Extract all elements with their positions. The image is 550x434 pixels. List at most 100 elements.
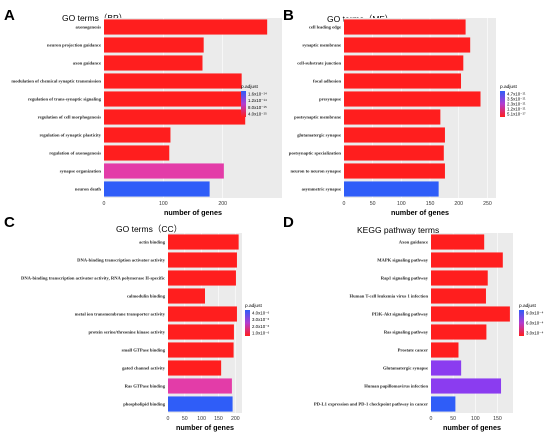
legend-colorbar [500,91,505,117]
category-label: neuron to neuron synapse [290,169,341,174]
category-label: neuron death [75,187,102,192]
bar [104,109,246,125]
bar [168,396,233,412]
legend-tick-label: 4.0x10⁻¹⁵ [248,112,267,117]
legend-title: p.adjust [245,303,262,309]
category-label: synapse organization [60,169,102,174]
legend-colorbar [241,91,246,117]
legend-tick-label: 8.0x10⁻¹⁵ [248,105,267,110]
legend-tick-label: 3.0x10⁻⁶ [252,317,270,322]
x-tick-label: 0 [430,416,433,422]
legend-tick-label: 4.7x10⁻¹¹ [507,92,526,97]
bar [431,234,485,250]
chart-panel-c: C GO terms（CC） 0 50 100 150 200 actin binding DN… [4,214,270,432]
category-label: actin binding [139,240,166,245]
x-axis-title: number of genes [164,208,222,217]
bar [344,73,462,89]
bar [168,252,237,268]
legend: p.adjust 1.6x10⁻¹⁴1.2x10⁻¹⁴ 8.0x10⁻¹⁵ 4.0x1… [241,84,267,117]
panel-title: GO terms（CC） [116,224,182,234]
category-label: regulation of axonogenesis [49,151,101,156]
x-tick-label: 0 [343,201,346,207]
x-tick-label: 100 [197,416,206,422]
x-tick-label: 50 [370,201,376,207]
bar [344,127,445,143]
category-label: presynapse [319,97,341,102]
panel-title: KEGG pathway terms [357,225,439,235]
bar [431,342,459,358]
legend-tick-label: 3.5x10⁻¹¹ [507,97,526,102]
bar [168,378,232,394]
x-tick-label: 50 [182,416,188,422]
category-label: cell leading edge [309,25,341,30]
x-tick-label: 150 [426,201,435,207]
legend-tick-label: 1.6x10⁻¹⁴ [248,92,267,97]
bar [104,91,242,107]
x-tick-label: 100 [471,416,480,422]
bar [344,109,441,125]
category-label: axon guidance [73,61,101,66]
legend-tick-label: 1.0x10⁻⁶ [252,331,270,336]
category-label: postsynaptic membrane [294,115,341,120]
x-tick-label: 50 [450,416,456,422]
x-tick-label: 200 [231,416,240,422]
bar [431,270,488,286]
category-label: regulation of synaptic plasticity [39,133,101,138]
bar [104,181,210,197]
category-label: Human papillomavirus infection [364,384,428,389]
legend-tick-label: 6.0x10⁻⁴ [526,321,544,326]
category-label: gated channel activity [122,366,166,371]
bar [344,163,445,179]
x-axis-title: number of genes [443,423,501,432]
x-tick-label: 0 [167,416,170,422]
bar [168,324,234,340]
category-label: DNA-binding transcription activator acti… [77,258,166,263]
bar [168,342,234,358]
bar [104,37,204,53]
panel-letter: D [283,214,294,231]
panel-letter: B [283,7,294,24]
legend-colorbar [519,310,524,336]
bar [344,181,439,197]
bar [344,55,464,71]
legend-title: p.adjust [241,84,258,90]
category-label: postsynaptic specialization [289,151,342,156]
legend-tick-label: 3.0x10⁻⁴ [526,331,544,336]
bar [431,288,486,304]
bar [344,37,471,53]
category-label: PD-L1 expression and PD-1 checkpoint pat… [314,402,428,407]
category-label: Axon guidance [399,240,428,245]
x-tick-label: 100 [159,201,168,207]
category-label: Glutamatergic synapse [383,366,428,371]
x-tick-label: 250 [483,201,492,207]
bar [104,127,171,143]
category-label: Human T-cell leukemia virus 1 infection [350,294,429,299]
legend-colorbar [245,310,250,336]
chart-panel-a: A GO terms（BP） 0 100 200 axonogenesis neuron p… [4,7,282,217]
bar [168,234,239,250]
category-label: axonogenesis [75,25,101,30]
category-label: phospholipid binding [123,402,165,407]
x-axis-title: number of genes [391,208,449,217]
legend-tick-label: 2.3x10⁻¹¹ [507,102,526,107]
x-tick-label: 200 [218,201,227,207]
x-tick-label: 200 [454,201,463,207]
category-label: small GTPase binding [122,348,166,353]
legend-tick-label: 1.2x10⁻¹¹ [507,107,526,112]
legend-tick-label: 5.1x10⁻¹⁷ [507,112,526,117]
bar [431,306,510,322]
category-label: protein serine/threonine kinase activity [88,330,165,335]
bar [431,396,456,412]
bar [344,91,481,107]
bar [344,19,466,35]
bar [104,163,224,179]
legend-tick-label: 2.0x10⁻⁶ [252,324,270,329]
category-label: DNA-binding transcription activator acti… [21,276,165,281]
bar [104,73,242,89]
category-label: glutamatergic synapse [297,133,341,138]
category-label: focal adhesion [313,79,341,84]
bar [168,360,222,376]
category-label: Ras GTPase binding [125,384,166,389]
